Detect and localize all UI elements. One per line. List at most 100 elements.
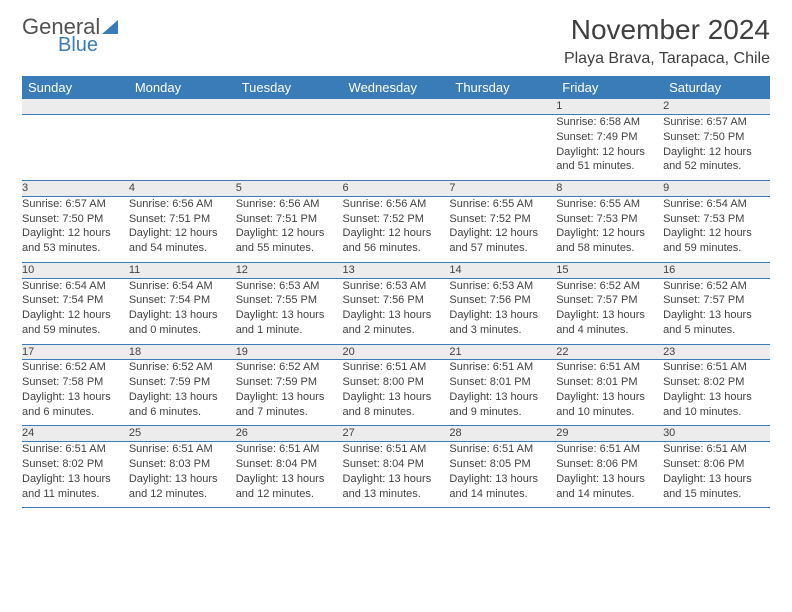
day-number-cell: 7 xyxy=(449,180,556,196)
day-content-cell: Sunrise: 6:55 AMSunset: 7:52 PMDaylight:… xyxy=(449,196,556,262)
day-number-cell: 18 xyxy=(129,344,236,360)
cell-line: Daylight: 12 hours and 58 minutes. xyxy=(556,226,663,256)
cell-line: Sunset: 7:59 PM xyxy=(129,375,236,390)
weekday-header: Wednesday xyxy=(343,76,450,99)
calendar-page: General Blue November 2024 Playa Brava, … xyxy=(0,0,792,518)
cell-line: Sunset: 7:51 PM xyxy=(129,212,236,227)
day-number-cell: 11 xyxy=(129,262,236,278)
day-content-cell: Sunrise: 6:58 AMSunset: 7:49 PMDaylight:… xyxy=(556,114,663,180)
day-content-cell: Sunrise: 6:56 AMSunset: 7:51 PMDaylight:… xyxy=(236,196,343,262)
day-content-row: Sunrise: 6:51 AMSunset: 8:02 PMDaylight:… xyxy=(22,442,770,508)
day-number-cell: 20 xyxy=(343,344,450,360)
cell-line: Daylight: 13 hours and 6 minutes. xyxy=(22,390,129,420)
header-row: General Blue November 2024 Playa Brava, … xyxy=(22,14,770,68)
location-text: Playa Brava, Tarapaca, Chile xyxy=(564,50,770,68)
title-block: November 2024 Playa Brava, Tarapaca, Chi… xyxy=(564,14,770,68)
logo: General Blue xyxy=(22,14,118,57)
day-content-cell xyxy=(129,114,236,180)
day-content-cell: Sunrise: 6:53 AMSunset: 7:56 PMDaylight:… xyxy=(343,278,450,344)
cell-line: Sunrise: 6:51 AM xyxy=(663,360,770,375)
day-number-cell: 16 xyxy=(663,262,770,278)
cell-line: Daylight: 13 hours and 9 minutes. xyxy=(449,390,556,420)
cell-line: Sunrise: 6:57 AM xyxy=(663,115,770,130)
day-content-cell: Sunrise: 6:54 AMSunset: 7:53 PMDaylight:… xyxy=(663,196,770,262)
triangle-icon xyxy=(102,20,118,34)
day-content-cell: Sunrise: 6:56 AMSunset: 7:52 PMDaylight:… xyxy=(343,196,450,262)
day-content-cell: Sunrise: 6:51 AMSunset: 8:06 PMDaylight:… xyxy=(556,442,663,508)
cell-line: Sunset: 8:04 PM xyxy=(343,457,450,472)
cell-line: Sunset: 8:03 PM xyxy=(129,457,236,472)
day-content-cell: Sunrise: 6:51 AMSunset: 8:03 PMDaylight:… xyxy=(129,442,236,508)
cell-line: Daylight: 13 hours and 15 minutes. xyxy=(663,472,770,502)
cell-line: Sunrise: 6:51 AM xyxy=(449,360,556,375)
cell-line: Daylight: 13 hours and 6 minutes. xyxy=(129,390,236,420)
day-content-cell xyxy=(22,114,129,180)
cell-line: Sunrise: 6:54 AM xyxy=(22,279,129,294)
day-content-cell: Sunrise: 6:51 AMSunset: 8:02 PMDaylight:… xyxy=(22,442,129,508)
cell-line: Sunrise: 6:58 AM xyxy=(556,115,663,130)
cell-line: Sunrise: 6:55 AM xyxy=(449,197,556,212)
day-content-cell: Sunrise: 6:53 AMSunset: 7:55 PMDaylight:… xyxy=(236,278,343,344)
cell-line: Daylight: 13 hours and 14 minutes. xyxy=(449,472,556,502)
cell-line: Sunrise: 6:51 AM xyxy=(236,442,343,457)
cell-line: Sunset: 8:00 PM xyxy=(343,375,450,390)
cell-line: Sunrise: 6:56 AM xyxy=(236,197,343,212)
cell-line: Sunrise: 6:51 AM xyxy=(556,360,663,375)
cell-line: Daylight: 13 hours and 11 minutes. xyxy=(22,472,129,502)
day-content-cell: Sunrise: 6:54 AMSunset: 7:54 PMDaylight:… xyxy=(22,278,129,344)
cell-line: Sunset: 7:53 PM xyxy=(556,212,663,227)
day-number-row: 10111213141516 xyxy=(22,262,770,278)
day-number-cell: 19 xyxy=(236,344,343,360)
cell-line: Sunset: 7:49 PM xyxy=(556,130,663,145)
day-content-cell: Sunrise: 6:51 AMSunset: 8:04 PMDaylight:… xyxy=(236,442,343,508)
cell-line: Sunset: 7:57 PM xyxy=(663,293,770,308)
day-number-cell: 4 xyxy=(129,180,236,196)
cell-line: Daylight: 12 hours and 57 minutes. xyxy=(449,226,556,256)
day-content-cell: Sunrise: 6:57 AMSunset: 7:50 PMDaylight:… xyxy=(663,114,770,180)
cell-line: Sunset: 7:54 PM xyxy=(22,293,129,308)
cell-line: Sunrise: 6:52 AM xyxy=(22,360,129,375)
day-content-cell: Sunrise: 6:55 AMSunset: 7:53 PMDaylight:… xyxy=(556,196,663,262)
cell-line: Sunset: 7:53 PM xyxy=(663,212,770,227)
day-content-row: Sunrise: 6:57 AMSunset: 7:50 PMDaylight:… xyxy=(22,196,770,262)
day-content-cell: Sunrise: 6:52 AMSunset: 7:59 PMDaylight:… xyxy=(129,360,236,426)
day-content-cell: Sunrise: 6:51 AMSunset: 8:06 PMDaylight:… xyxy=(663,442,770,508)
day-content-cell: Sunrise: 6:51 AMSunset: 8:02 PMDaylight:… xyxy=(663,360,770,426)
cell-line: Daylight: 13 hours and 8 minutes. xyxy=(343,390,450,420)
logo-text-line2: Blue xyxy=(58,34,98,57)
day-content-cell: Sunrise: 6:51 AMSunset: 8:04 PMDaylight:… xyxy=(343,442,450,508)
day-number-cell: 3 xyxy=(22,180,129,196)
day-number-row: 24252627282930 xyxy=(22,426,770,442)
day-number-cell: 9 xyxy=(663,180,770,196)
weekday-header: Saturday xyxy=(663,76,770,99)
cell-line: Daylight: 12 hours and 52 minutes. xyxy=(663,145,770,175)
cell-line: Daylight: 13 hours and 12 minutes. xyxy=(236,472,343,502)
cell-line: Sunrise: 6:53 AM xyxy=(449,279,556,294)
cell-line: Daylight: 12 hours and 55 minutes. xyxy=(236,226,343,256)
day-content-cell: Sunrise: 6:51 AMSunset: 8:05 PMDaylight:… xyxy=(449,442,556,508)
cell-line: Daylight: 13 hours and 13 minutes. xyxy=(343,472,450,502)
cell-line: Sunrise: 6:51 AM xyxy=(556,442,663,457)
day-number-row: 12 xyxy=(22,99,770,114)
day-content-cell: Sunrise: 6:51 AMSunset: 8:01 PMDaylight:… xyxy=(449,360,556,426)
day-content-cell: Sunrise: 6:51 AMSunset: 8:00 PMDaylight:… xyxy=(343,360,450,426)
day-number-cell: 28 xyxy=(449,426,556,442)
day-content-cell xyxy=(449,114,556,180)
day-content-cell: Sunrise: 6:54 AMSunset: 7:54 PMDaylight:… xyxy=(129,278,236,344)
calendar-table: Sunday Monday Tuesday Wednesday Thursday… xyxy=(22,76,770,508)
day-number-cell: 13 xyxy=(343,262,450,278)
cell-line: Sunset: 7:50 PM xyxy=(22,212,129,227)
day-content-row: Sunrise: 6:58 AMSunset: 7:49 PMDaylight:… xyxy=(22,114,770,180)
day-number-cell: 12 xyxy=(236,262,343,278)
cell-line: Daylight: 12 hours and 54 minutes. xyxy=(129,226,236,256)
day-number-cell xyxy=(449,99,556,114)
day-number-cell: 15 xyxy=(556,262,663,278)
weekday-header-row: Sunday Monday Tuesday Wednesday Thursday… xyxy=(22,76,770,99)
day-number-cell: 5 xyxy=(236,180,343,196)
day-number-cell xyxy=(129,99,236,114)
day-number-cell: 10 xyxy=(22,262,129,278)
cell-line: Sunrise: 6:53 AM xyxy=(343,279,450,294)
cell-line: Sunset: 7:51 PM xyxy=(236,212,343,227)
cell-line: Sunrise: 6:52 AM xyxy=(556,279,663,294)
cell-line: Sunset: 8:02 PM xyxy=(663,375,770,390)
